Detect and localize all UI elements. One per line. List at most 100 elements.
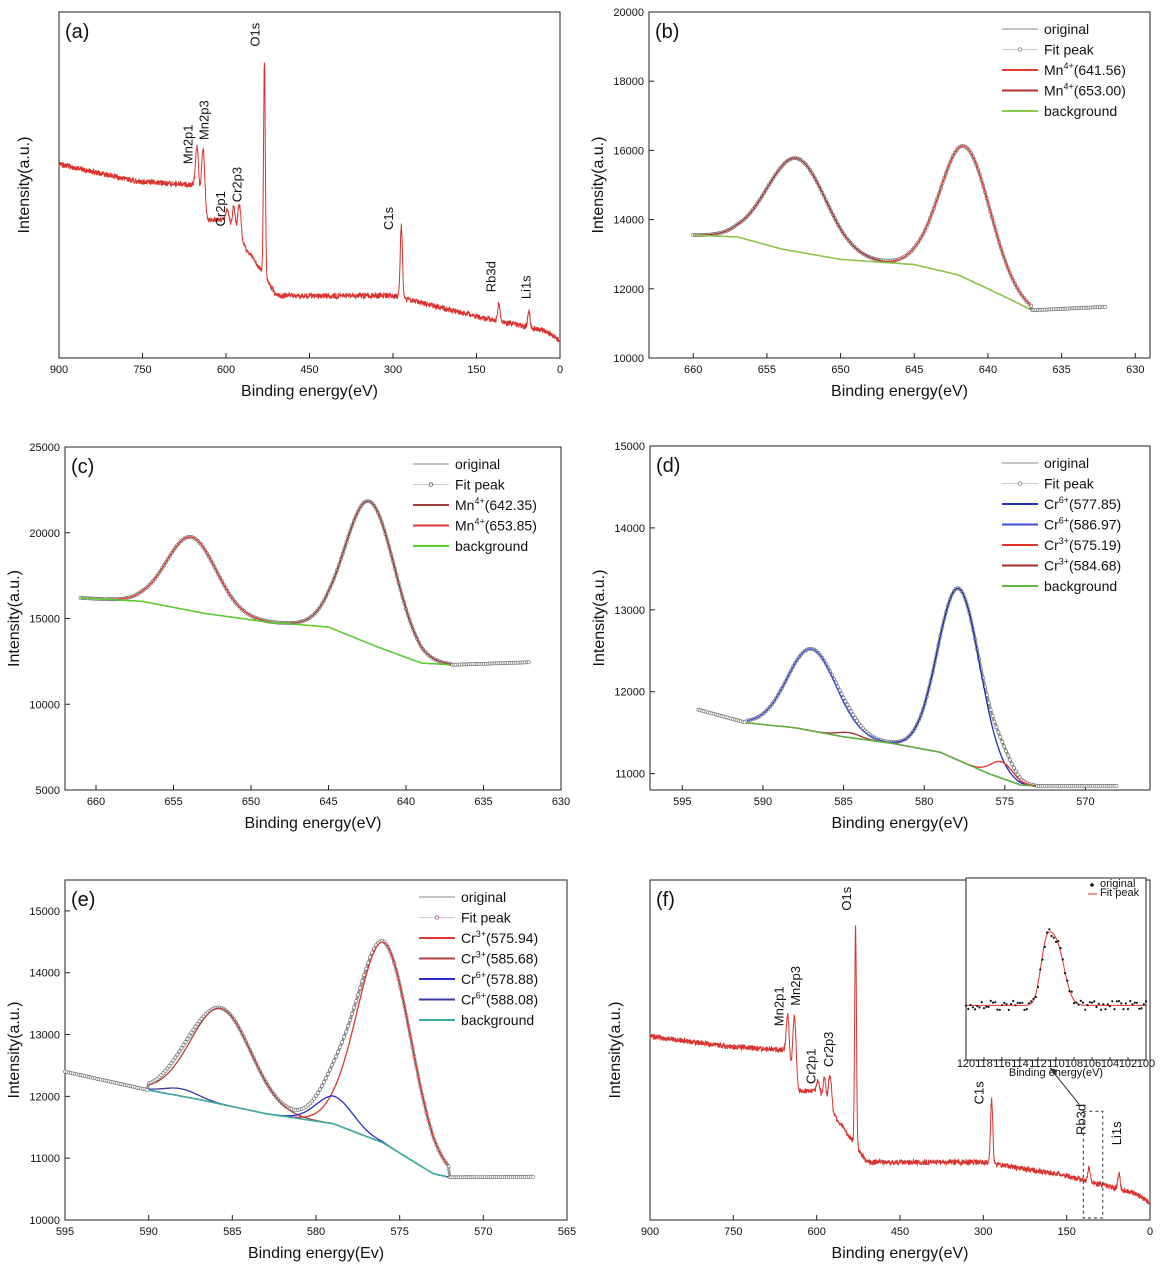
inset-data-point <box>1000 1004 1004 1007</box>
x-tick-label: 650 <box>242 796 260 808</box>
inset-data-point <box>1086 1004 1089 1007</box>
inset-data-point <box>985 1005 988 1008</box>
inset-data-point <box>1021 1001 1024 1004</box>
fit-peak-marker <box>326 1072 330 1076</box>
inset-fit-line <box>966 931 1146 1006</box>
inset-tick-label: 102 <box>1119 1058 1137 1070</box>
peak-annotation: Mn2p1 <box>181 124 196 164</box>
inset-data-point <box>1079 999 1082 1002</box>
y-tick-label: 15000 <box>29 614 60 626</box>
inset-legend-label: Fit peak <box>1100 887 1140 899</box>
y-tick-label: 10000 <box>613 353 644 365</box>
inset-data-point <box>1077 1003 1080 1006</box>
fit-peak-marker <box>179 1046 184 1051</box>
x-tick-label: 630 <box>1126 364 1144 376</box>
x-tick-label: 640 <box>397 796 415 808</box>
peak-annotation: C1s <box>971 1081 986 1105</box>
inset-data-point <box>987 1005 990 1009</box>
panel-label: (d) <box>656 455 680 477</box>
inset-data-point <box>1113 1008 1116 1011</box>
inset-data-point <box>980 1001 983 1004</box>
panel-3: 595 590 585 580 575 570 11000 12000 13000 14000 15… <box>591 441 1151 832</box>
fit-peak-marker <box>847 706 852 711</box>
inset-data-point <box>1106 1003 1109 1006</box>
fit-peak-marker <box>334 1054 339 1059</box>
inset-data-point <box>1034 995 1037 999</box>
y-tick-label: 20000 <box>613 7 644 19</box>
inset-data-point <box>1084 1008 1087 1011</box>
x-axis-label: Binding energy(eV) <box>832 1245 969 1262</box>
x-tick-label: 645 <box>905 364 923 376</box>
inset-data-point <box>1117 1000 1121 1003</box>
fit-peak-marker <box>171 1058 176 1063</box>
inset-data-point <box>978 1006 981 1009</box>
fit-peak-marker <box>845 702 850 707</box>
panel-1: 660 655 650 645 640 635 630 10000 12000 14000 1600… <box>590 7 1151 400</box>
inset-data-point <box>1007 1008 1010 1012</box>
fit-peak-marker <box>310 1099 314 1104</box>
fit-peak-marker <box>1015 772 1020 777</box>
inset-tick-label: 100 <box>1137 1058 1155 1070</box>
original-spectrum <box>693 144 1105 312</box>
x-tick-label: 570 <box>1076 796 1094 808</box>
x-tick-label: 565 <box>558 1226 576 1238</box>
legend-label: background <box>461 1012 534 1028</box>
legend-label: original <box>455 456 500 472</box>
component-peak <box>746 722 1036 787</box>
fit-peak-marker <box>163 1069 168 1073</box>
fit-peak-marker <box>322 1080 326 1085</box>
fit-peak-marker <box>187 1033 192 1038</box>
inset-data-point <box>994 1001 997 1004</box>
inset-data-point <box>1140 1007 1143 1010</box>
x-axis-label: Binding energy(eV) <box>241 383 378 400</box>
x-tick-label: 595 <box>673 796 691 808</box>
legend-label: Fit peak <box>461 910 512 926</box>
inset-data-point <box>1027 1002 1031 1005</box>
fit-peak-marker <box>1103 304 1108 309</box>
inset-data-point <box>1115 1000 1118 1003</box>
inset-data-point <box>1131 1003 1134 1006</box>
inset-data-point <box>1018 1001 1022 1005</box>
inset-data-point <box>1111 1000 1114 1003</box>
inset-data-point <box>1066 979 1069 982</box>
x-tick-label: 630 <box>552 796 570 808</box>
inset-data-point <box>1061 958 1064 961</box>
x-tick-label: 660 <box>684 364 702 376</box>
legend-label: Cr3+(585.68) <box>461 950 538 967</box>
fit-peak-marker <box>1012 765 1016 770</box>
inset-data-point <box>1142 1003 1145 1006</box>
inset-data-point <box>1120 1002 1123 1005</box>
y-tick-label: 16000 <box>613 145 644 157</box>
peak-annotation: Mn2p1 <box>771 986 786 1026</box>
peak-annotation: Cr2p1 <box>804 1049 819 1084</box>
x-tick-label: 590 <box>139 1226 157 1238</box>
y-tick-label: 15000 <box>614 441 645 453</box>
inset-data-point <box>1052 936 1055 939</box>
x-tick-label: 655 <box>758 364 776 376</box>
fit-peak-marker <box>344 1029 349 1034</box>
inset-data-point <box>1014 1004 1017 1007</box>
inset-data-point <box>1072 1002 1076 1005</box>
inset-data-point <box>1012 999 1015 1003</box>
fit-peak-marker <box>185 1036 190 1041</box>
component-peak <box>80 500 452 665</box>
fit-peak-marker <box>189 1030 194 1035</box>
background-line <box>693 234 1030 310</box>
fit-peak-marker <box>1000 739 1005 744</box>
fit-peak-marker <box>988 707 993 712</box>
inset-plot: 120 118 116 114 112 110 108 106 104 102 100 Binding… <box>957 877 1155 1079</box>
inset-data-point <box>1133 1001 1136 1004</box>
legend-label: Cr3+(575.94) <box>461 929 538 946</box>
inset-data-point <box>1043 945 1046 949</box>
inset-data-point <box>1068 989 1071 993</box>
inset-data-point <box>969 1003 972 1007</box>
legend-label: Cr6+(586.97) <box>1044 516 1121 533</box>
fit-peak-marker <box>169 1061 174 1066</box>
inset-data-point <box>1023 1008 1026 1012</box>
callout-arrowhead <box>1050 1068 1058 1075</box>
x-tick-label: 450 <box>891 1226 909 1238</box>
inset-data-point <box>1126 1008 1130 1011</box>
legend-label: Fit peak <box>1044 476 1095 492</box>
inset-data-point <box>1124 1002 1127 1005</box>
